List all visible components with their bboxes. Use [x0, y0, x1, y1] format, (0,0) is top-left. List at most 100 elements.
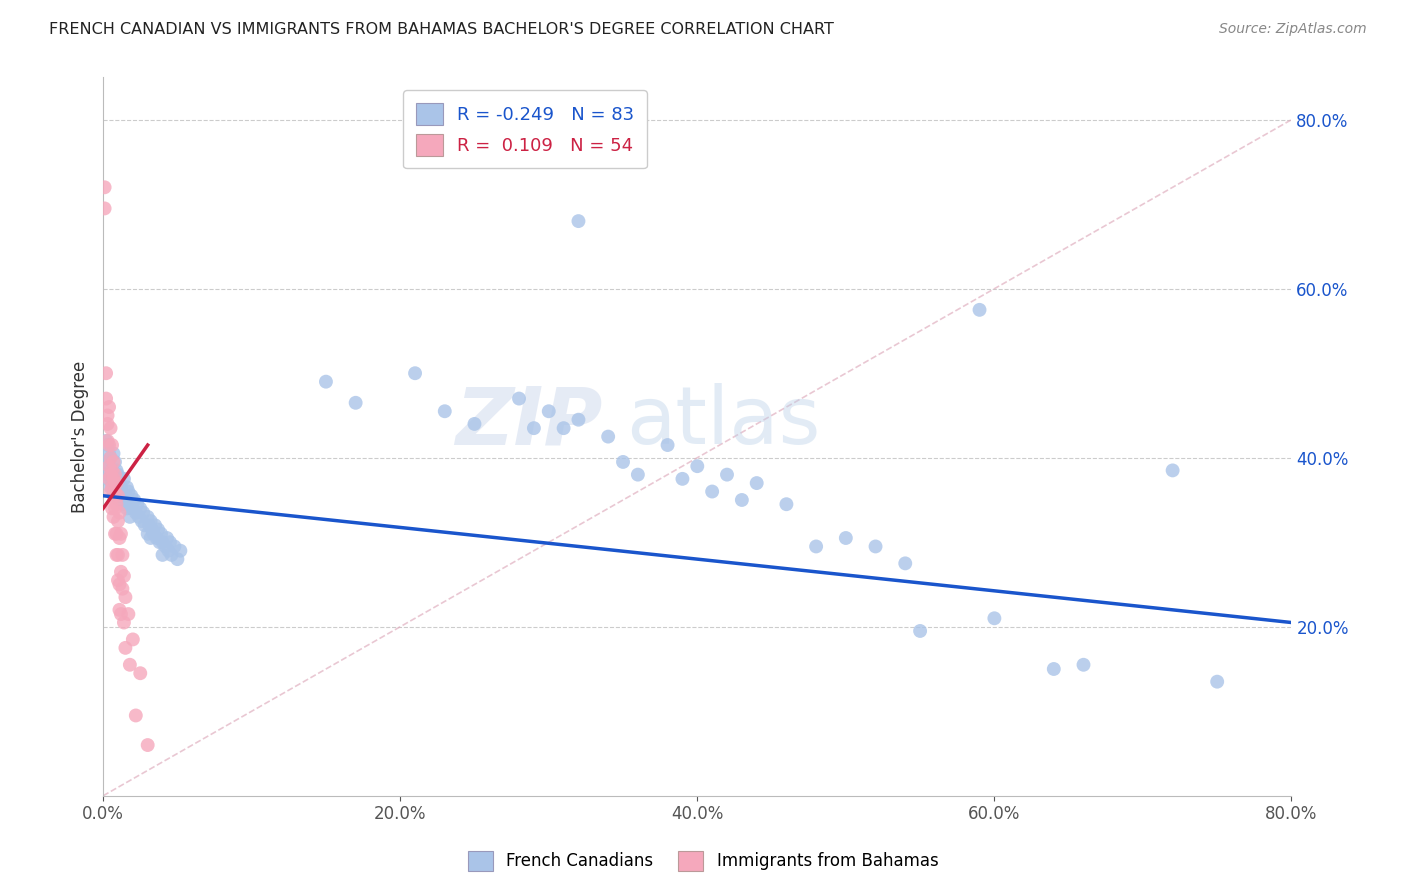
Point: [105, 548, 128, 562]
Point: [804, 540, 827, 554]
Point: [94, 392, 117, 406]
Point: [97, 472, 120, 486]
Point: [97, 438, 120, 452]
Point: [108, 476, 131, 491]
Point: [894, 557, 917, 571]
Point: [865, 540, 887, 554]
Point: [142, 526, 165, 541]
Point: [598, 429, 620, 443]
Point: [983, 611, 1005, 625]
Point: [120, 489, 142, 503]
Point: [143, 518, 166, 533]
Point: [94, 467, 117, 482]
Point: [686, 459, 709, 474]
Point: [97, 409, 120, 423]
Point: [150, 526, 173, 541]
Point: [103, 489, 125, 503]
Point: [100, 450, 122, 465]
Point: [139, 514, 162, 528]
Point: [134, 518, 156, 533]
Point: [104, 484, 127, 499]
Point: [125, 506, 148, 520]
Point: [104, 526, 127, 541]
Point: [105, 489, 128, 503]
Point: [136, 509, 159, 524]
Point: [1161, 463, 1184, 477]
Point: [101, 476, 124, 491]
Point: [433, 404, 456, 418]
Point: [117, 484, 139, 499]
Point: [98, 459, 121, 474]
Point: [404, 366, 426, 380]
Point: [103, 455, 125, 469]
Point: [115, 501, 138, 516]
Point: [110, 526, 132, 541]
Point: [103, 446, 125, 460]
Point: [567, 413, 589, 427]
Point: [344, 396, 367, 410]
Point: [100, 480, 122, 494]
Point: [114, 590, 136, 604]
Point: [103, 509, 125, 524]
Point: [103, 484, 125, 499]
Point: [145, 531, 167, 545]
Point: [657, 438, 679, 452]
Point: [155, 540, 177, 554]
Point: [110, 565, 132, 579]
Text: Source: ZipAtlas.com: Source: ZipAtlas.com: [1219, 22, 1367, 37]
Point: [105, 497, 128, 511]
Point: [156, 531, 179, 545]
Point: [101, 463, 124, 477]
Point: [118, 657, 141, 672]
Point: [129, 501, 152, 516]
Point: [98, 472, 121, 486]
Point: [152, 535, 174, 549]
Point: [110, 607, 132, 621]
Point: [117, 607, 139, 621]
Point: [169, 543, 191, 558]
Legend: French Canadians, Immigrants from Bahamas: French Canadians, Immigrants from Bahama…: [460, 842, 946, 880]
Point: [121, 632, 143, 647]
Point: [93, 202, 115, 216]
Point: [101, 480, 124, 494]
Point: [148, 535, 170, 549]
Point: [159, 535, 181, 549]
Point: [702, 484, 724, 499]
Point: [107, 574, 129, 588]
Point: [98, 459, 121, 474]
Point: [141, 523, 163, 537]
Point: [98, 438, 121, 452]
Point: [108, 493, 131, 508]
Point: [104, 501, 127, 516]
Point: [132, 506, 155, 520]
Point: [136, 526, 159, 541]
Point: [110, 480, 132, 494]
Point: [121, 501, 143, 516]
Point: [1206, 674, 1229, 689]
Point: [101, 501, 124, 516]
Point: [107, 467, 129, 482]
Point: [125, 708, 148, 723]
Point: [112, 569, 135, 583]
Point: [108, 603, 131, 617]
Point: [131, 514, 153, 528]
Point: [731, 493, 754, 508]
Y-axis label: Bachelor's Degree: Bachelor's Degree: [72, 360, 89, 513]
Point: [94, 434, 117, 448]
Point: [103, 467, 125, 482]
Point: [671, 472, 693, 486]
Point: [745, 476, 768, 491]
Point: [94, 366, 117, 380]
Point: [523, 421, 546, 435]
Point: [508, 392, 530, 406]
Point: [152, 548, 174, 562]
Point: [111, 489, 134, 503]
Point: [103, 472, 125, 486]
Point: [115, 480, 138, 494]
Point: [1042, 662, 1064, 676]
Point: [612, 455, 634, 469]
Point: [835, 531, 858, 545]
Point: [98, 446, 121, 460]
Point: [112, 497, 135, 511]
Point: [160, 548, 183, 562]
